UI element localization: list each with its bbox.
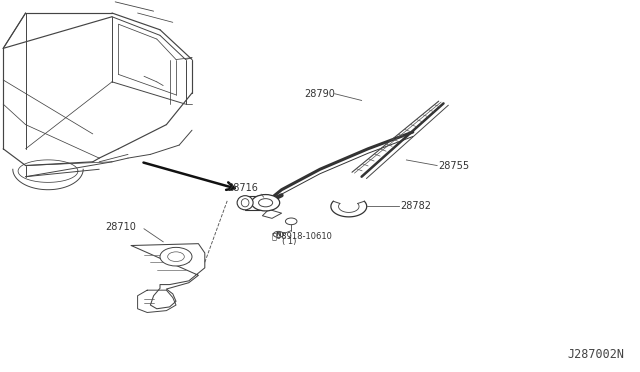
Text: ( 1): ( 1) (282, 237, 296, 246)
Text: 28755: 28755 (438, 161, 470, 170)
Polygon shape (131, 244, 205, 309)
Text: 28710: 28710 (106, 222, 136, 232)
Text: J287002N: J287002N (567, 348, 624, 361)
Circle shape (252, 195, 280, 211)
Circle shape (285, 218, 297, 225)
Text: 28790: 28790 (304, 89, 335, 99)
Text: 28716: 28716 (227, 183, 258, 193)
Text: N: N (276, 232, 281, 237)
Text: ⓝ08918-10610: ⓝ08918-10610 (272, 232, 333, 241)
Text: 28782: 28782 (400, 202, 431, 211)
Polygon shape (138, 290, 176, 312)
Circle shape (160, 247, 192, 266)
Ellipse shape (237, 196, 253, 210)
